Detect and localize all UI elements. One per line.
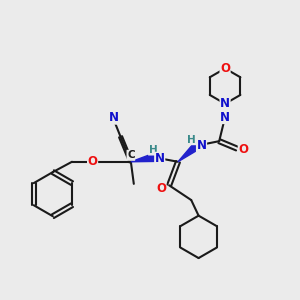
Text: N: N [196, 139, 206, 152]
Text: N: N [220, 110, 230, 124]
Text: N: N [155, 152, 165, 165]
Text: H: H [148, 145, 157, 155]
Text: O: O [220, 62, 230, 75]
Polygon shape [131, 153, 155, 162]
Text: O: O [88, 155, 98, 168]
Text: H: H [188, 135, 196, 145]
Text: O: O [156, 182, 166, 195]
Text: C: C [127, 150, 135, 160]
Text: O: O [238, 143, 248, 157]
Text: N: N [220, 97, 230, 110]
Text: N: N [109, 111, 119, 124]
Polygon shape [178, 142, 200, 162]
